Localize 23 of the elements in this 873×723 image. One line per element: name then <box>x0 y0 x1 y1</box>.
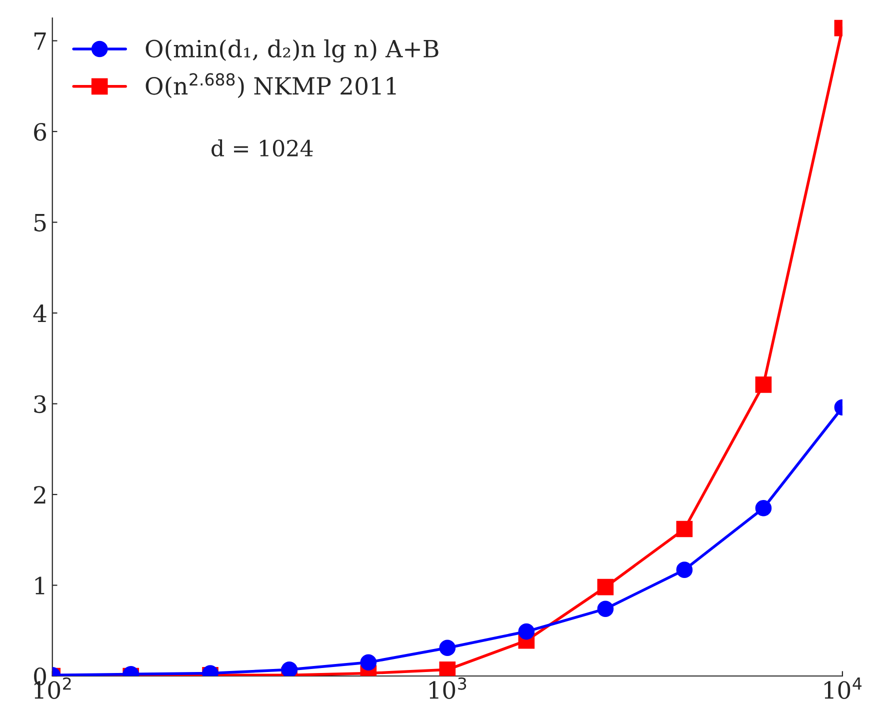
y-tick-label: 2 <box>34 486 46 504</box>
y-tick-label: 7 <box>34 32 46 50</box>
point <box>676 520 693 538</box>
point <box>281 661 298 676</box>
point <box>676 562 693 578</box>
y-tick-label: 6 <box>34 122 46 141</box>
point <box>597 600 614 618</box>
y-tick-label: 5 <box>34 214 46 232</box>
point <box>518 623 535 640</box>
point <box>439 661 456 676</box>
y-tick-label: 1 <box>35 576 44 594</box>
x-tick-label: 10$^{4}$ <box>824 678 862 699</box>
point <box>755 376 772 393</box>
y-tick-label: 3 <box>34 395 46 414</box>
y-tick-label: 4 <box>33 304 46 322</box>
point <box>755 500 772 516</box>
legend-label: O(min(d₁, d₂)n lg n) A+B <box>146 39 438 63</box>
point <box>439 640 456 656</box>
x-tick-label: 10$^{3}$ <box>430 677 466 699</box>
point <box>597 578 614 596</box>
annotation: d = 1024 <box>212 139 313 157</box>
legend-label: O(n$^{2.688}$) NKMP 2011 <box>146 73 396 98</box>
point <box>360 654 377 671</box>
